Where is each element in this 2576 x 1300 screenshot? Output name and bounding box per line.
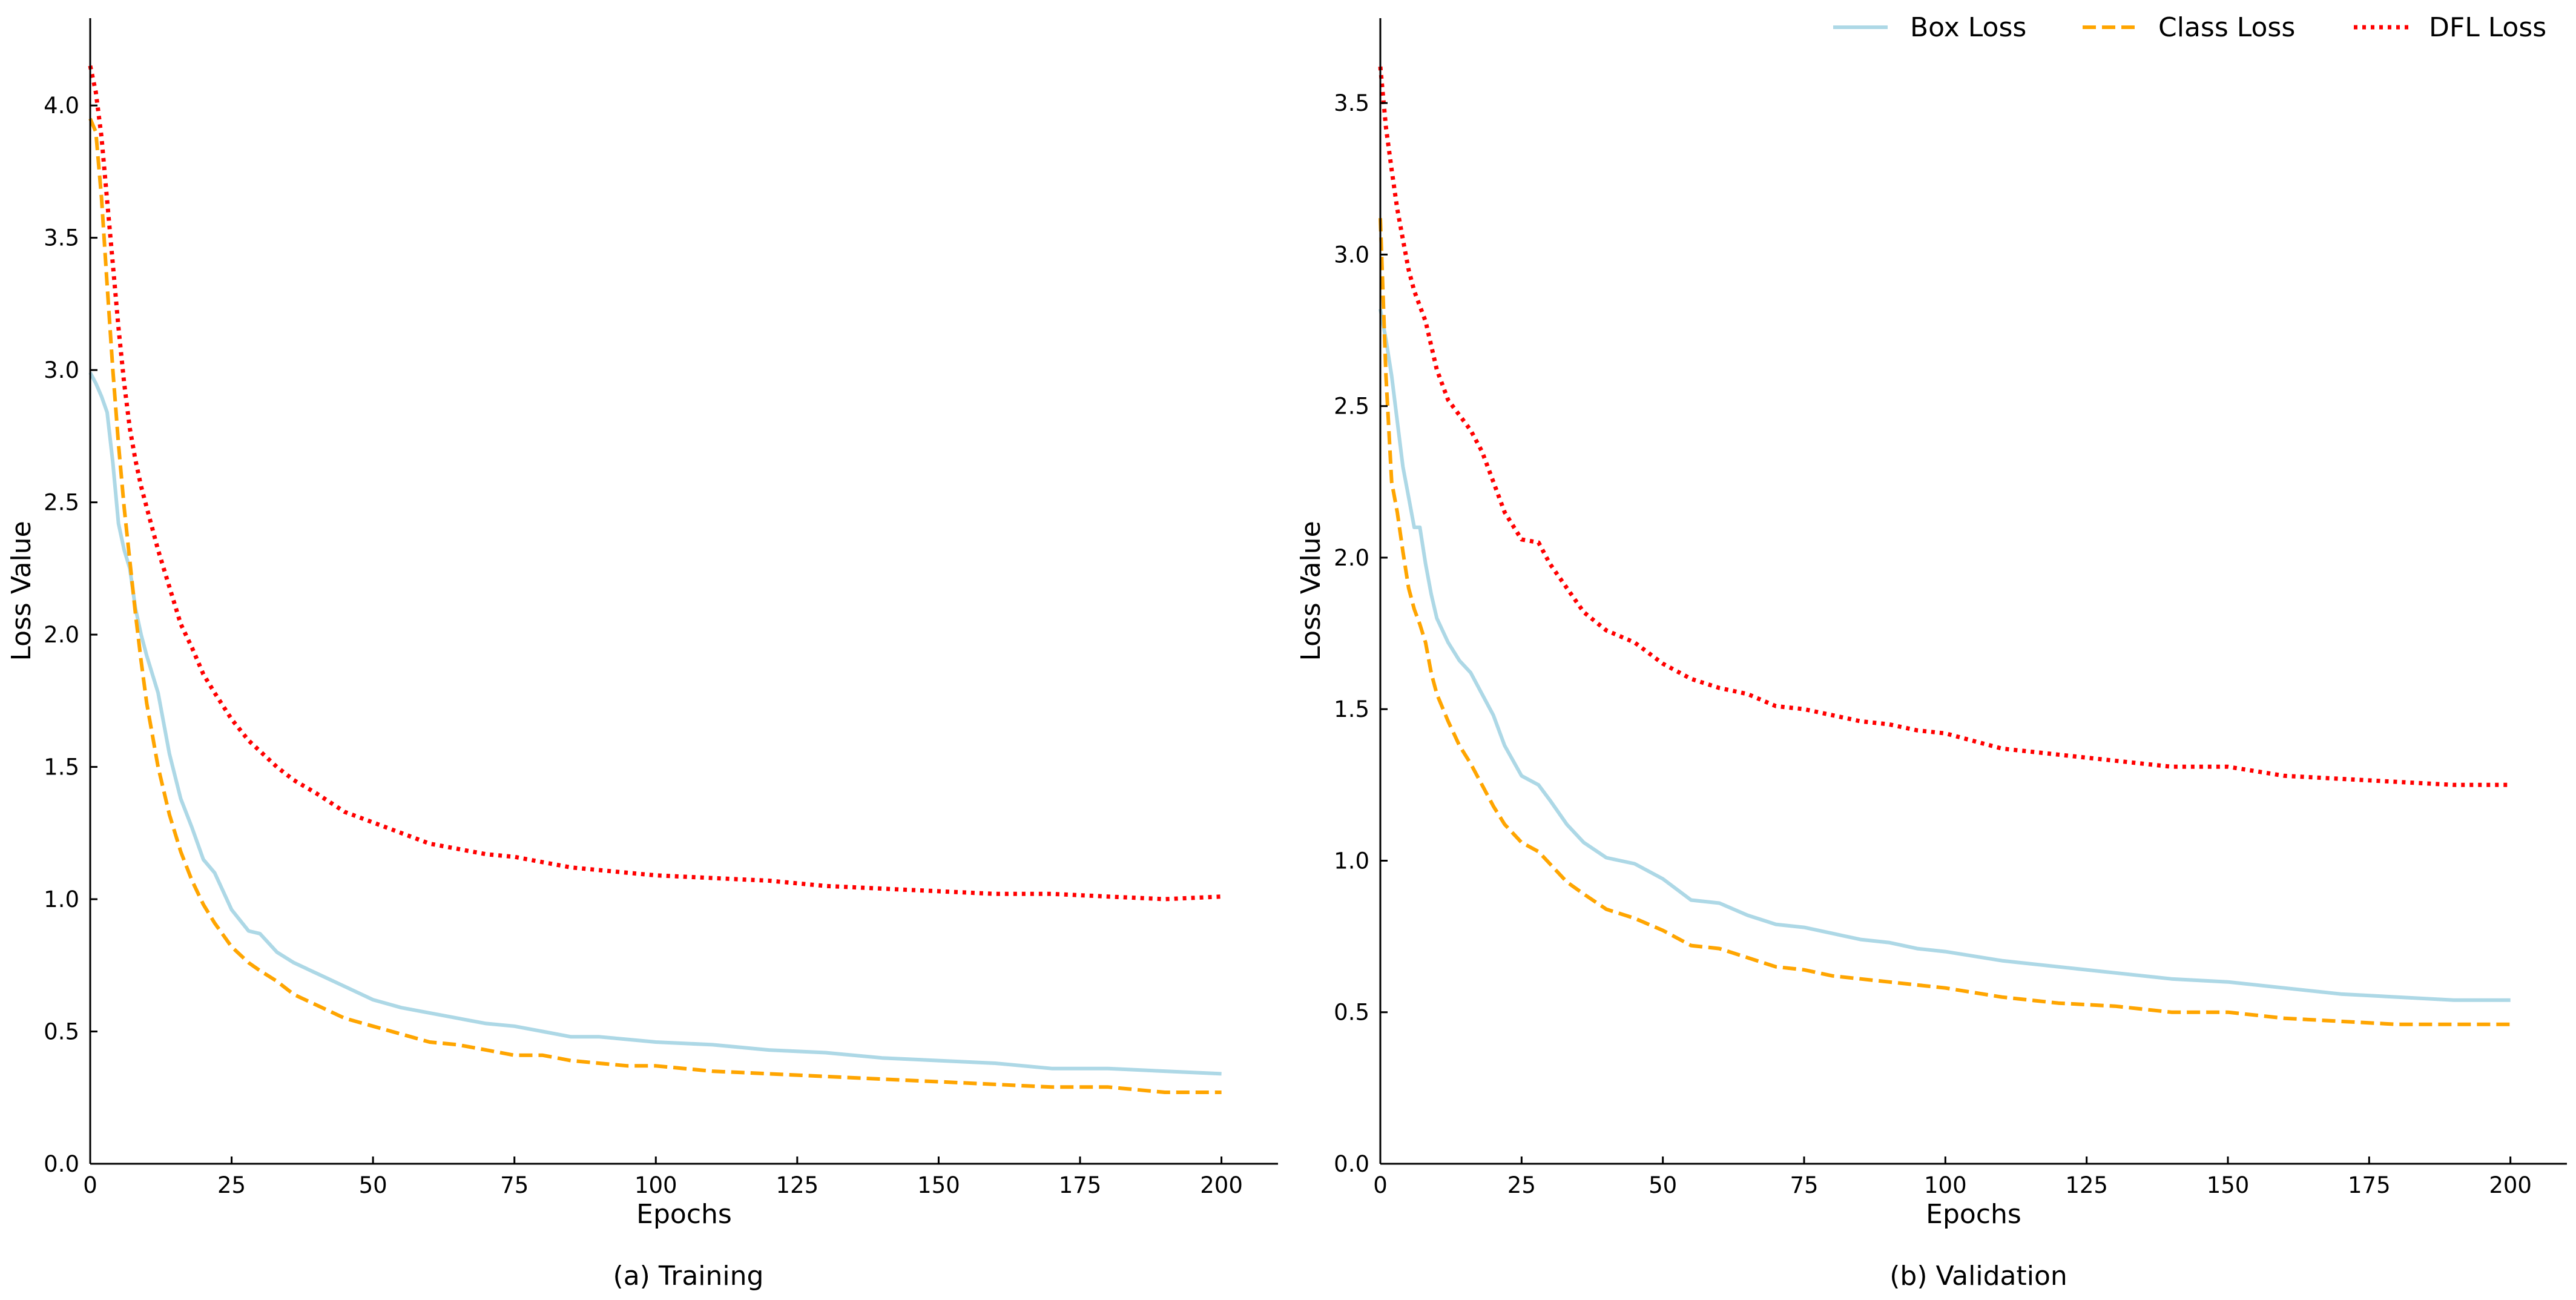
validation-y-tick-label: 3.0 bbox=[1334, 242, 1369, 268]
validation-y-tick-label: 1.0 bbox=[1334, 848, 1369, 874]
legend-entry-box-loss: Box Loss bbox=[1833, 12, 2026, 43]
validation-x-tick-label: 100 bbox=[1924, 1172, 1967, 1198]
validation-x-tick-label: 25 bbox=[1507, 1172, 1536, 1198]
legend-label-dfl-loss: DFL Loss bbox=[2429, 12, 2546, 43]
training-loss-panel: 0 25 50 75 100 125 150 175 200 0.0 0.5 1.0 1.5 2.0 2.… bbox=[6, 18, 1278, 1292]
validation-y-tick-label: 2.0 bbox=[1334, 545, 1369, 571]
training-y-tick-label: 1.5 bbox=[44, 754, 79, 780]
training-y-tick-label: 2.0 bbox=[44, 622, 79, 648]
validation-loss-panel: 0 25 50 75 100 125 150 175 200 0.0 0.5 1.0 1.5 2.0 2.… bbox=[1296, 18, 2567, 1292]
legend-label-class-loss: Class Loss bbox=[2158, 12, 2295, 43]
validation-x-tick-label: 75 bbox=[1790, 1172, 1818, 1198]
training-x-tick-label: 25 bbox=[217, 1172, 246, 1198]
training-x-tick-label: 200 bbox=[1200, 1172, 1243, 1198]
training-cls-loss-line bbox=[88, 117, 1222, 1094]
training-series-layer bbox=[88, 65, 1222, 1094]
training-x-tick-label: 100 bbox=[634, 1172, 677, 1198]
legend: Box Loss Class Loss DFL Loss bbox=[1833, 12, 2546, 43]
training-x-tick-label: 150 bbox=[917, 1172, 960, 1198]
training-y-tick-label: 3.5 bbox=[44, 225, 79, 251]
training-x-ticks: 0 25 50 75 100 125 150 175 200 bbox=[83, 1156, 1243, 1198]
training-y-tick-label: 2.5 bbox=[44, 490, 79, 516]
validation-y-tick-label: 2.5 bbox=[1334, 394, 1369, 420]
validation-y-tick-label: 0.0 bbox=[1334, 1151, 1369, 1177]
training-y-tick-label: 4.0 bbox=[44, 93, 79, 119]
training-y-tick-label: 0.0 bbox=[44, 1151, 79, 1177]
validation-x-tick-label: 50 bbox=[1649, 1172, 1677, 1198]
validation-x-tick-label: 125 bbox=[2065, 1172, 2108, 1198]
legend-entry-class-loss: Class Loss bbox=[2083, 12, 2295, 43]
training-y-axis-label: Loss Value bbox=[6, 521, 37, 661]
validation-y-tick-label: 0.5 bbox=[1334, 1000, 1369, 1026]
training-x-tick-label: 125 bbox=[776, 1172, 819, 1198]
training-x-tick-label: 175 bbox=[1059, 1172, 1102, 1198]
legend-label-box-loss: Box Loss bbox=[1910, 12, 2026, 43]
validation-series-layer bbox=[1378, 66, 2511, 1026]
validation-y-tick-label: 1.5 bbox=[1334, 696, 1369, 722]
validation-cls-loss-line bbox=[1379, 218, 2511, 1026]
training-x-tick-label: 50 bbox=[359, 1172, 387, 1198]
training-y-tick-label: 0.5 bbox=[44, 1019, 79, 1045]
validation-x-tick-label: 150 bbox=[2207, 1172, 2250, 1198]
validation-x-tick-label: 200 bbox=[2489, 1172, 2532, 1198]
legend-entry-dfl-loss: DFL Loss bbox=[2354, 12, 2546, 43]
training-panel-caption: (a) Training bbox=[613, 1261, 764, 1292]
validation-y-ticks: 0.0 0.5 1.0 1.5 2.0 2.5 3.0 3.5 bbox=[1334, 90, 1388, 1177]
training-y-ticks: 0.0 0.5 1.0 1.5 2.0 2.5 3.0 3.5 4.0 bbox=[44, 93, 97, 1177]
validation-y-axis-label: Loss Value bbox=[1296, 521, 1326, 661]
validation-x-tick-label: 175 bbox=[2348, 1172, 2391, 1198]
training-y-tick-label: 3.0 bbox=[44, 357, 79, 383]
validation-panel-caption: (b) Validation bbox=[1889, 1261, 2067, 1292]
training-x-tick-label: 0 bbox=[83, 1172, 97, 1198]
training-x-tick-label: 75 bbox=[500, 1172, 529, 1198]
validation-x-axis-label: Epochs bbox=[1926, 1199, 2021, 1230]
training-x-axis-label: Epochs bbox=[636, 1199, 732, 1230]
validation-x-ticks: 0 25 50 75 100 125 150 175 200 bbox=[1373, 1156, 2532, 1198]
validation-y-tick-label: 3.5 bbox=[1334, 90, 1369, 116]
training-y-tick-label: 1.0 bbox=[44, 886, 79, 912]
validation-box-loss-line bbox=[1379, 308, 2511, 1002]
validation-dfl-loss-line bbox=[1378, 66, 2511, 787]
training-dfl-loss-line bbox=[88, 65, 1222, 902]
validation-x-tick-label: 0 bbox=[1373, 1172, 1388, 1198]
